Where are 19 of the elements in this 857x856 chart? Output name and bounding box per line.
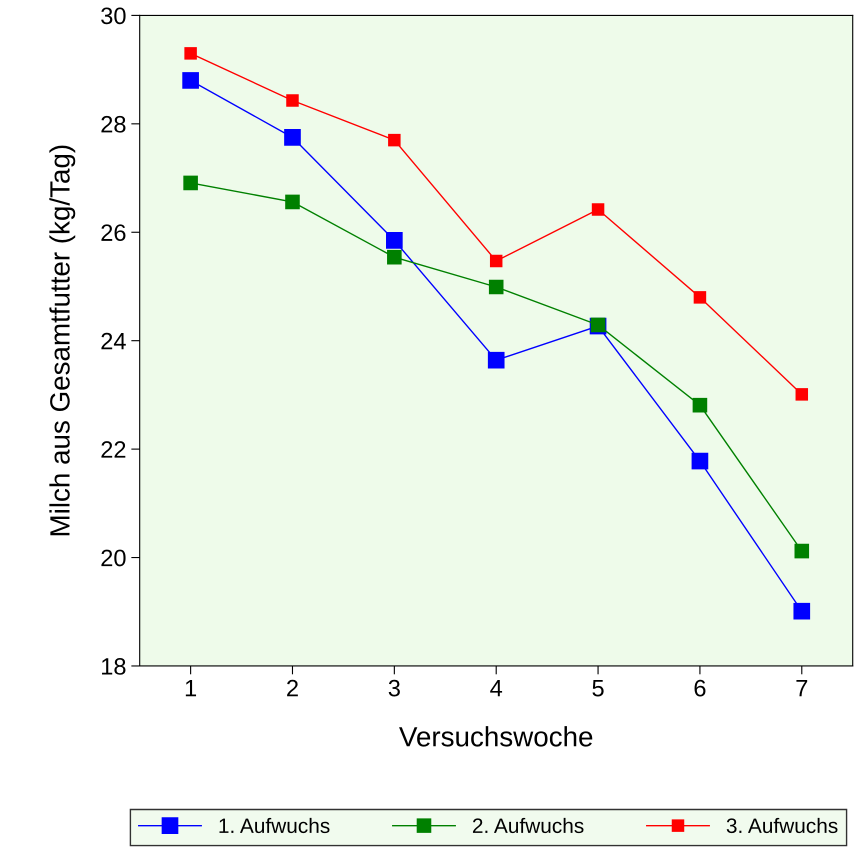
y-axis-title: Milch aus Gesamtfutter (kg/Tag) bbox=[49, 146, 76, 536]
x-tick-label: 3 bbox=[388, 680, 400, 697]
x-tick-label: 1 bbox=[186, 680, 196, 696]
x-tick-label: 6 bbox=[694, 680, 706, 697]
y-tick-label: 28 bbox=[101, 116, 126, 133]
x-tick-label: 7 bbox=[796, 680, 808, 696]
x-tick-label: 5 bbox=[592, 680, 604, 697]
y-tick-label: 24 bbox=[101, 332, 126, 350]
y-tick-label: 26 bbox=[101, 224, 126, 242]
y-tick-label: 20 bbox=[101, 550, 126, 566]
x-tick-label: 2 bbox=[287, 680, 298, 696]
legend-label: 2. Aufwuchs bbox=[472, 818, 584, 834]
y-tick-label: 22 bbox=[101, 441, 126, 458]
y-tick-label: 30 bbox=[101, 7, 126, 24]
legend-label: 3. Aufwuchs bbox=[726, 818, 838, 834]
legend-label: 1. Aufwuchs bbox=[219, 818, 330, 834]
y-tick-label: 18 bbox=[102, 658, 126, 675]
x-tick-label: 4 bbox=[490, 680, 502, 696]
x-axis-title: Versuchswoche bbox=[399, 726, 592, 747]
